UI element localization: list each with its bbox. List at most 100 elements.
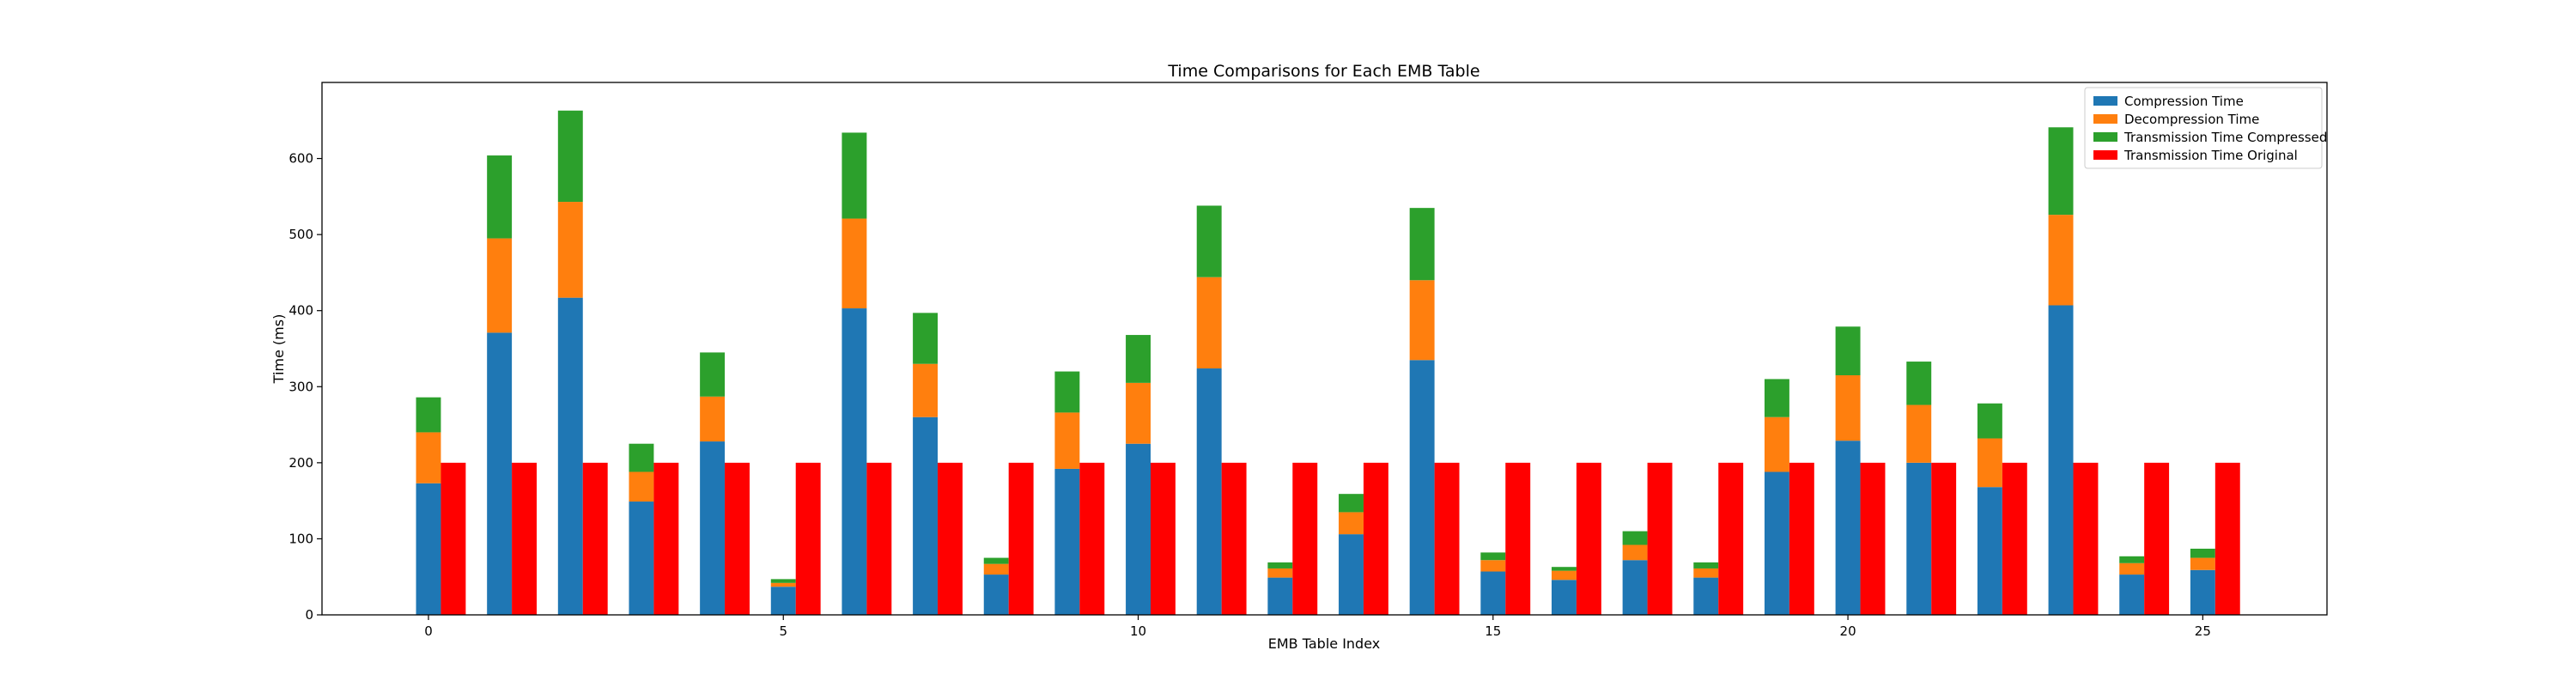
bar-decompression-time [557,202,583,298]
bar-transmission-time-compressed [1693,562,1719,568]
bar-compression-time [1196,368,1222,615]
bar-transmission-time-compressed [2119,556,2145,563]
bar-transmission-time-compressed [487,155,513,239]
bar-decompression-time [2119,562,2145,575]
bar-decompression-time [770,582,796,587]
legend-swatch [2093,132,2117,142]
bar-transmission-time-original [1860,462,1886,615]
x-axis-label: EMB Table Index [1268,635,1380,652]
y-tick-label: 300 [289,379,313,394]
plot-frame [321,82,2328,616]
bar-decompression-time [1693,568,1719,578]
bar-transmission-time-compressed [841,132,867,219]
bar-transmission-time-compressed [1551,567,1577,571]
y-tick-label: 100 [289,531,313,546]
bar-decompression-time [1906,404,1932,463]
bar-transmission-time-compressed [700,352,726,397]
y-tick-label: 500 [289,227,313,242]
bar-transmission-time-compressed [1339,494,1364,513]
bar-transmission-time-original [1363,462,1388,615]
legend-label: Compression Time [2124,94,2244,109]
bar-decompression-time [1267,568,1293,578]
y-tick-label: 200 [289,455,313,471]
bar-decompression-time [1054,412,1080,469]
bar-transmission-time-compressed [1267,562,1293,568]
bar-compression-time [700,441,726,615]
legend: Compression Time Decompression Time Transm… [2084,87,2327,169]
bar-transmission-time-original [1576,462,1601,615]
bar-transmission-time-original [1221,462,1247,615]
bar-decompression-time [1622,544,1648,561]
bar-decompression-time [1764,416,1789,472]
bar-transmission-time-original [582,462,608,615]
bar-transmission-time-original [725,462,750,615]
bar-compression-time [557,297,583,615]
bar-transmission-time-original [2073,462,2099,615]
bar-transmission-time-original [512,462,538,615]
bar-decompression-time [1977,438,2002,488]
bar-compression-time [770,587,796,615]
bar-decompression-time [983,563,1009,575]
bar-transmission-time-compressed [913,313,939,364]
bar-transmission-time-original [653,462,679,615]
bar-decompression-time [487,238,513,333]
chart-title: Time Comparisons for Each EMB Table [1167,62,1479,81]
x-tick-label: 15 [1485,623,1501,639]
x-tick-label: 20 [1840,623,1856,639]
x-tick-label: 25 [2195,623,2211,639]
bar-decompression-time [913,363,939,417]
bar-transmission-time-original [2002,462,2027,615]
bar-transmission-time-original [1150,462,1176,615]
bar-transmission-time-compressed [629,443,654,472]
bar-decompression-time [2190,557,2215,570]
bar-decompression-time [841,218,867,309]
bar-transmission-time-compressed [1409,208,1435,281]
bar-transmission-time-compressed [983,557,1009,564]
y-axis: 0 100 200 300 400 500 600 [289,151,322,623]
bar-decompression-time [1126,382,1151,444]
bar-transmission-time-original [1647,462,1673,615]
bar-compression-time [416,483,441,615]
bar-decompression-time [1196,277,1222,369]
bar-decompression-time [1480,560,1506,572]
bar-transmission-time-original [1505,462,1531,615]
bar-transmission-time-compressed [557,110,583,203]
bar-transmission-time-compressed [1622,531,1648,545]
bar-compression-time [1693,577,1719,615]
bar-transmission-time-original [1008,462,1034,615]
bar-transmission-time-compressed [1764,379,1789,417]
bar-decompression-time [2048,215,2074,306]
bar-transmission-time-original [938,462,963,615]
bar-transmission-time-original [2144,462,2170,615]
bar-decompression-time [416,432,441,483]
x-tick-label: 5 [779,623,787,639]
bar-decompression-time [1339,512,1364,535]
bar-transmission-time-compressed [1196,205,1222,277]
legend-label: Transmission Time Original [2123,148,2298,163]
bar-compression-time [1054,468,1080,615]
bar-transmission-time-original [2215,462,2240,615]
bar-transmission-time-original [1789,462,1814,615]
bar-compression-time [1622,560,1648,615]
legend-label: Decompression Time [2124,112,2259,127]
bar-decompression-time [700,396,726,442]
bar-compression-time [1267,577,1293,615]
bar-compression-time [1977,487,2002,615]
bar-compression-time [2190,569,2215,615]
legend-label: Transmission Time Compressed [2123,130,2327,145]
legend-swatch [2093,150,2117,160]
bar-compression-time [1126,443,1151,615]
bar-compression-time [1409,360,1435,615]
bar-compression-time [629,502,654,615]
y-tick-label: 600 [289,151,313,167]
bar-transmission-time-original [866,462,892,615]
legend-box [2084,87,2323,169]
bar-compression-time [1835,441,1861,615]
bar-transmission-time-compressed [770,579,796,583]
bar-compression-time [2048,305,2074,615]
bar-compression-time [841,308,867,615]
bar-compression-time [1551,580,1577,615]
bar-transmission-time-compressed [2190,548,2215,558]
legend-swatch [2093,114,2117,124]
x-axis: 0 5 10 15 20 25 [424,615,2211,639]
